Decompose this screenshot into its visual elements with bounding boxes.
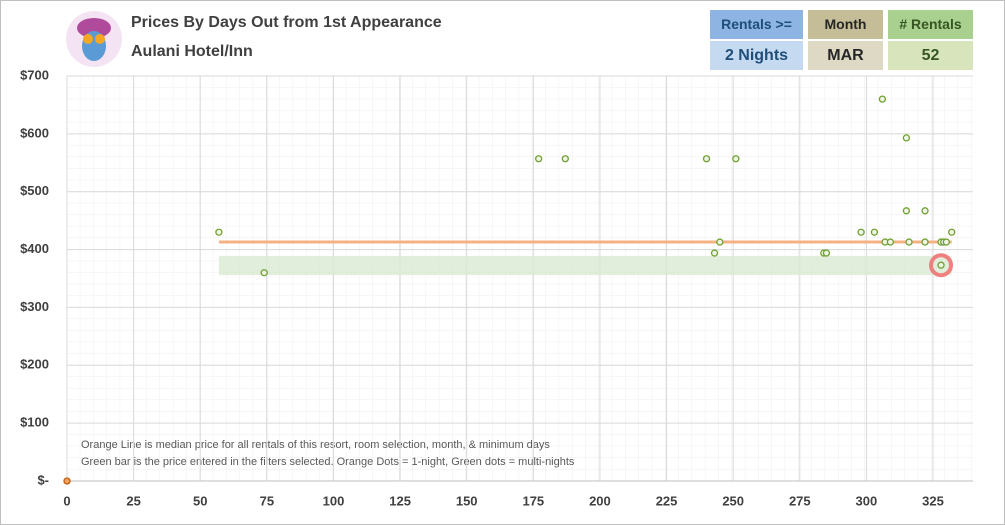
x-tick-label: 0 [63,493,70,508]
x-tick-label: 225 [656,493,678,508]
x-tick-label: 325 [922,493,944,508]
point [822,249,831,257]
y-tick-label: $200 [20,357,49,372]
x-tick-label: 50 [193,493,207,508]
x-tick-label: 100 [323,493,345,508]
filter-count: # Rentals 52 [888,10,973,72]
filter-label: # Rentals [888,10,973,39]
chart-title: Prices By Days Out from 1st Appearance [131,14,442,31]
y-tick-label: $700 [20,67,49,82]
point [921,238,929,246]
point [942,238,951,246]
filter-rentals: Rentals >= 2 Nights [710,10,803,72]
point [878,95,887,103]
y-tick-label: $- [37,472,49,487]
point [857,228,865,236]
filter-value[interactable]: 2 Nights [710,41,803,70]
point [948,228,956,236]
y-tick-label: $500 [20,183,49,198]
x-tick-label: 125 [389,493,411,508]
point [702,155,711,163]
x-tick-label: 25 [126,493,140,508]
logo [66,11,122,67]
y-tick-label: $400 [20,241,49,256]
point [902,207,911,215]
point [732,155,740,163]
filter-month: Month MAR [808,10,883,72]
point [561,155,569,163]
point [260,269,268,277]
highlight [929,253,954,278]
x-tick-label: 250 [722,493,744,508]
x-tick-label: 175 [522,493,544,508]
filter-label: Rentals >= [710,10,803,39]
x-tick-label: 300 [856,493,878,508]
x-tick-label: 200 [589,493,611,508]
price-band [218,255,952,276]
point [921,207,929,215]
point [716,238,724,246]
note: Green bar is the price entered in the fi… [81,456,575,468]
x-tick-label: 150 [456,493,478,508]
x-tick-label: 275 [789,493,811,508]
filter-label: Month [808,10,883,39]
point [902,134,911,142]
point [937,261,945,269]
point [710,249,719,257]
point [905,238,913,246]
point [215,228,223,236]
point [535,155,543,163]
y-tick-label: $600 [20,125,49,140]
point [63,477,71,485]
filter-value[interactable]: MAR [808,41,883,70]
filter-value: 52 [888,41,973,70]
chart-subtitle: Aulani Hotel/Inn [131,43,253,60]
note: Orange Line is median price for all rent… [81,439,550,451]
point [886,238,895,246]
y-tick-label: $300 [20,299,49,314]
y-tick-label: $100 [20,415,49,430]
minor-grid [67,76,973,481]
x-tick-label: 75 [260,493,274,508]
point [870,228,879,236]
